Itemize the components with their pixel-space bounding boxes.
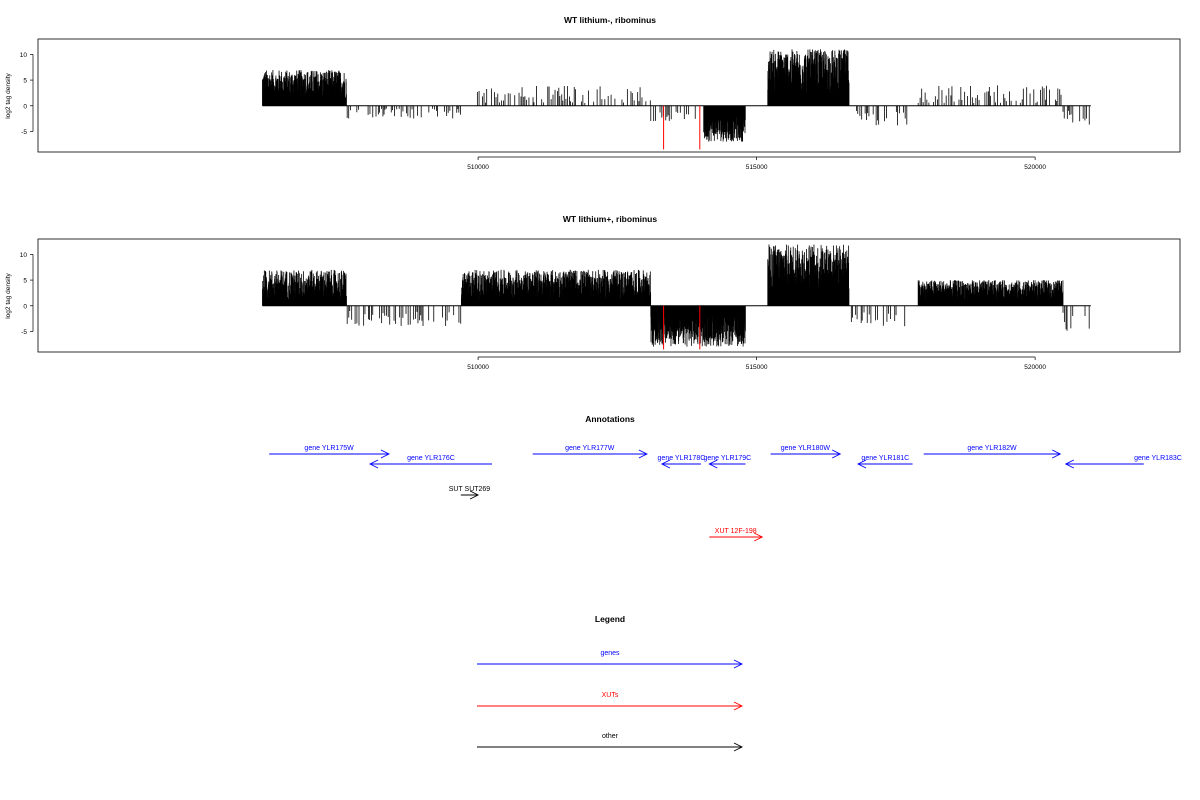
y-axis-label: log2 tag density [5,272,12,318]
annotation-label: gene YLR179C [704,455,752,462]
legend-arrow: genes [477,650,744,669]
annotation-label: SUT SUT269 [449,486,491,493]
annotation-arrow: XUT 12F-198 [709,528,764,542]
annotation-label: gene YLR178C [658,455,706,462]
y-tick-label: 5 [23,78,27,85]
y-tick-label: 5 [23,278,27,285]
annotation-label: gene YLR176C [407,455,455,462]
y-tick-label: -5 [21,329,27,336]
annotation-arrow: gene YLR179C [704,455,752,469]
annotation-arrow: SUT SUT269 [449,486,491,500]
annotation-arrow: gene YLR180W [770,445,842,459]
annotation-label: gene YLR181C [861,455,909,462]
legend-label: XUTs [602,692,619,699]
annotation-label: gene YLR183C [1134,455,1182,462]
x-tick-label: 515000 [746,364,768,371]
legend-arrow: other [477,733,744,752]
x-tick-label: 520000 [1024,364,1046,371]
y-tick-label: 0 [23,303,27,310]
panel-title: WT lithium+, ribominus [563,214,657,224]
annotation-label: gene YLR180W [781,445,831,452]
annotation-arrow: gene YLR175W [269,445,390,459]
annotation-label: gene YLR182W [967,445,1017,452]
legend-arrow: XUTs [477,692,744,711]
annotation-label: gene YLR175W [304,445,354,452]
x-tick-label: 510000 [467,364,489,371]
y-tick-label: 10 [20,252,28,259]
signal-bars [262,244,1091,350]
track-panel-lithium-plus: WT lithium+, ribominus log2 tag density … [5,214,1181,371]
annotation-arrow: gene YLR181C [857,455,913,469]
y-tick-label: 0 [23,103,27,110]
annotation-arrow: gene YLR182W [923,445,1062,459]
y-axis: -5 0 5 10 [20,252,34,336]
x-tick-label: 520000 [1024,164,1046,171]
panel-title: WT lithium-, ribominus [564,15,656,25]
annotations-title: Annotations [585,414,635,424]
annotation-arrow: gene YLR176C [369,455,493,469]
x-axis: 510000 515000 520000 [467,156,1046,171]
annotation-arrow: gene YLR178C [658,455,706,469]
signal-bars [262,49,1091,150]
y-axis: -5 0 5 10 [20,52,34,136]
plot-frame [37,238,1181,353]
legend-label: genes [600,650,620,657]
annotation-arrow: gene YLR177W [532,445,648,459]
annotations-track: Annotations gene YLR175W gene YLR176C gene… [269,414,1182,542]
legend-title: Legend [595,614,625,624]
legend: Legend genes XUTs other [477,614,744,752]
x-tick-label: 515000 [746,164,768,171]
track-panel-lithium-minus: WT lithium-, ribominus log2 tag density … [5,15,1181,171]
plot-frame [37,38,1181,153]
annotation-label: XUT 12F-198 [715,528,757,535]
y-tick-label: 10 [20,52,28,59]
y-tick-label: -5 [21,129,27,136]
annotation-arrow: gene YLR183C [1064,455,1182,469]
y-axis-label: log2 tag density [5,72,12,118]
x-tick-label: 510000 [467,164,489,171]
annotation-label: gene YLR177W [565,445,615,452]
legend-label: other [602,733,619,740]
x-axis: 510000 515000 520000 [467,356,1046,371]
